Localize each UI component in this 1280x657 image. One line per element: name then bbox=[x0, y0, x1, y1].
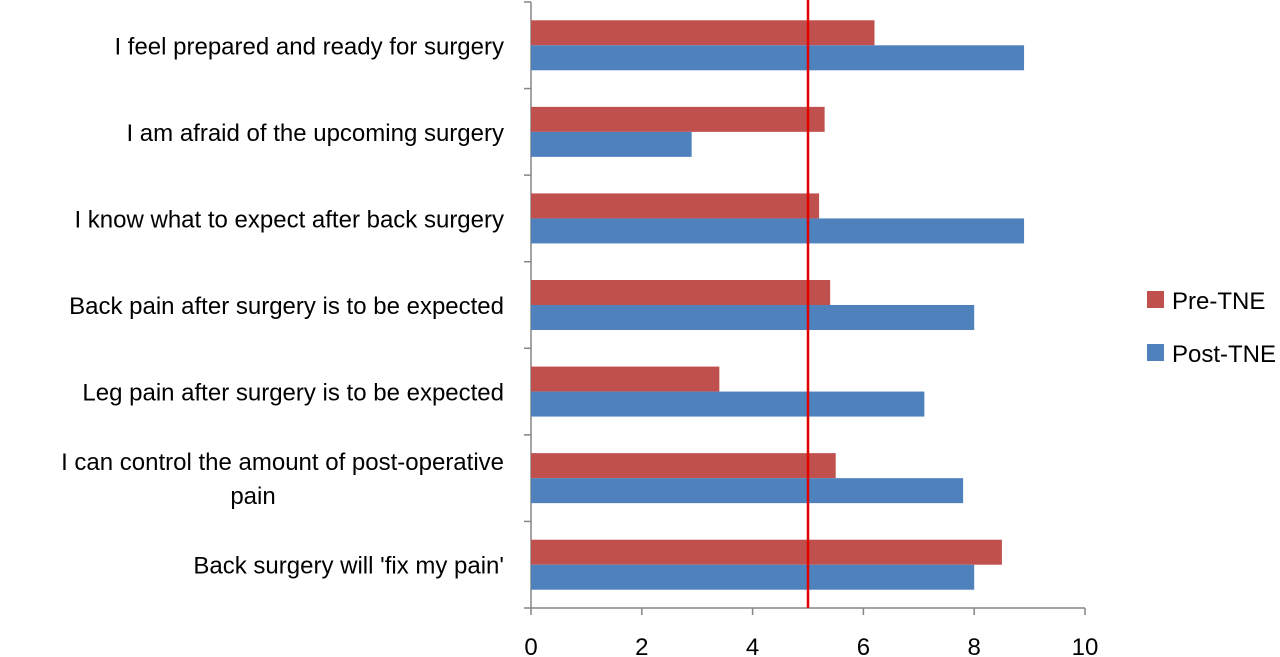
x-tick-label: 8 bbox=[968, 634, 981, 657]
category-label-line: pain bbox=[230, 483, 275, 510]
category-label: I know what to expect after back surgery bbox=[74, 206, 504, 233]
bar-pre-tne-3 bbox=[531, 280, 831, 305]
x-tick-label: 6 bbox=[857, 634, 870, 657]
category-labels: I feel prepared and ready for surgery I a… bbox=[61, 33, 504, 579]
bar-post-tne-6 bbox=[531, 564, 975, 590]
category-label: I can control the amount of post-operati… bbox=[61, 449, 504, 510]
category-label: I am afraid of the upcoming surgery bbox=[126, 120, 504, 147]
tick-labels: 0 2 4 6 8 10 bbox=[524, 634, 1098, 657]
x-tick-label: 0 bbox=[524, 634, 537, 657]
bar-post-tne-2 bbox=[531, 218, 1025, 244]
legend-swatch-post-tne bbox=[1147, 344, 1164, 361]
category-label-line: Back pain after surgery is to be expecte… bbox=[69, 293, 504, 320]
bar-pre-tne-6 bbox=[531, 539, 1002, 565]
bar-pre-tne-2 bbox=[531, 193, 820, 219]
category-label-line: I am afraid of the upcoming surgery bbox=[126, 120, 504, 147]
bar-pre-tne-0 bbox=[531, 20, 875, 46]
bars bbox=[531, 20, 1025, 590]
x-tick-label: 4 bbox=[746, 634, 759, 657]
bar-post-tne-5 bbox=[531, 478, 964, 504]
category-label: Back surgery will 'fix my pain' bbox=[193, 553, 504, 580]
category-label-line: Leg pain after surgery is to be expected bbox=[82, 380, 504, 407]
category-label-line: I feel prepared and ready for surgery bbox=[114, 33, 504, 60]
bar-post-tne-4 bbox=[531, 391, 925, 417]
legend-label: Pre-TNE bbox=[1172, 288, 1265, 315]
bar-pre-tne-1 bbox=[531, 106, 825, 132]
bar-pre-tne-5 bbox=[531, 453, 836, 479]
legend: Pre-TNE Post-TNE bbox=[1147, 288, 1276, 368]
legend-swatch-pre-tne bbox=[1147, 291, 1164, 308]
category-label-line: I can control the amount of post-operati… bbox=[61, 449, 504, 476]
category-label-line: Back surgery will 'fix my pain' bbox=[193, 553, 504, 580]
category-label: Back pain after surgery is to be expecte… bbox=[69, 293, 504, 320]
x-tick-label: 2 bbox=[635, 634, 648, 657]
bar-post-tne-0 bbox=[531, 45, 1025, 71]
category-label: I feel prepared and ready for surgery bbox=[114, 33, 504, 60]
bar-post-tne-1 bbox=[531, 131, 692, 157]
bar-post-tne-3 bbox=[531, 305, 975, 330]
x-tick-label: 10 bbox=[1072, 634, 1099, 657]
category-label-line: I know what to expect after back surgery bbox=[74, 206, 504, 233]
category-label: Leg pain after surgery is to be expected bbox=[82, 380, 504, 407]
legend-label: Post-TNE bbox=[1172, 341, 1276, 368]
bar-pre-tne-4 bbox=[531, 366, 720, 392]
